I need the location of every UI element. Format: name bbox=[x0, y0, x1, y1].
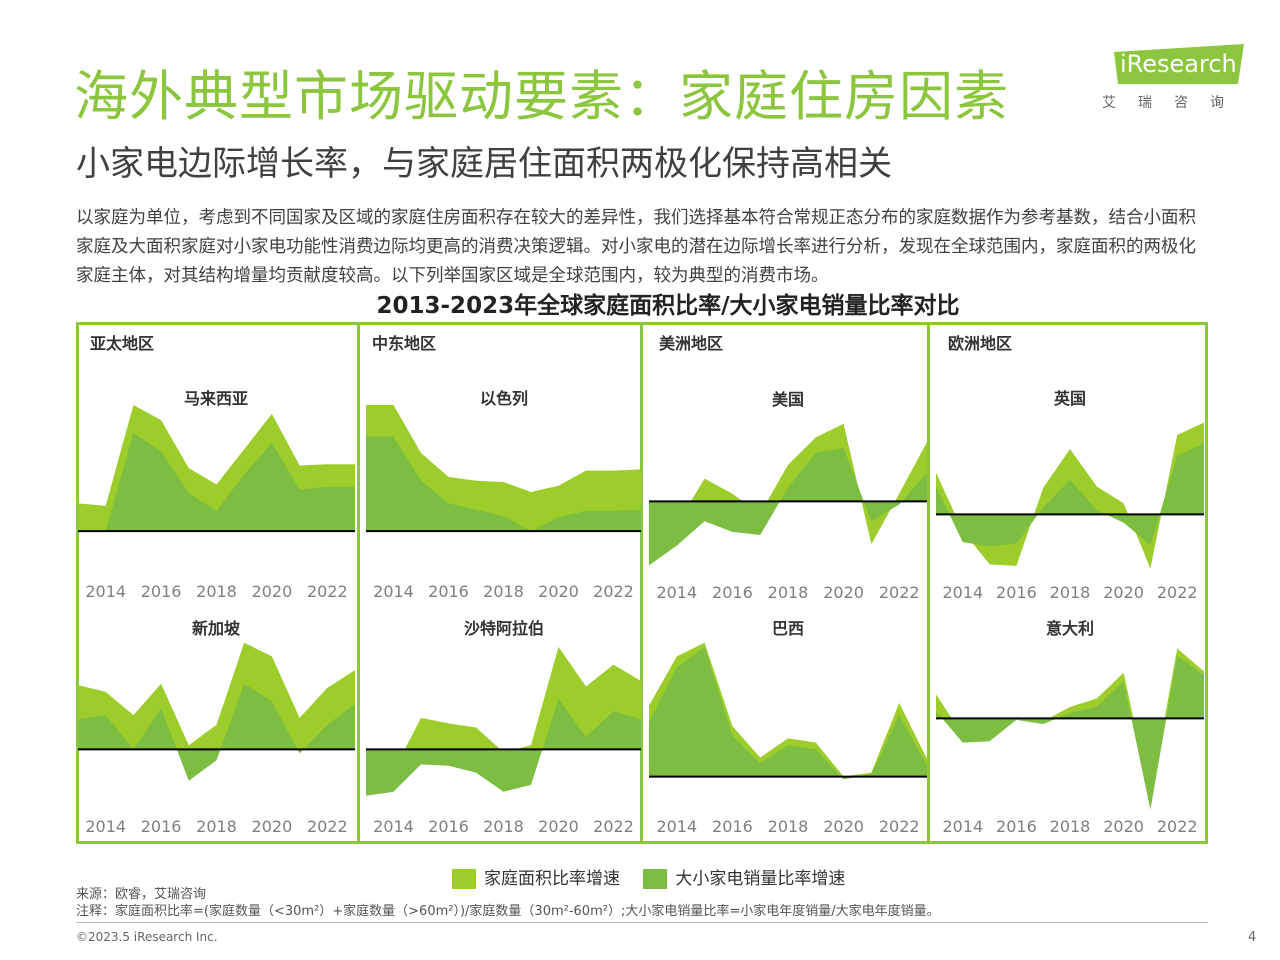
area-series-appliance-sales bbox=[936, 443, 1204, 547]
page-title: 海外典型市场驱动要素：家庭住房因素 bbox=[74, 65, 1009, 128]
area-series-appliance-sales bbox=[366, 698, 641, 796]
x-tick-label-2014: 2014 bbox=[85, 582, 126, 601]
area-series-appliance-sales bbox=[366, 436, 641, 532]
x-tick-label-2014: 2014 bbox=[656, 583, 697, 602]
area-series-appliance-sales bbox=[78, 432, 355, 532]
x-tick-label-2018: 2018 bbox=[1050, 583, 1091, 602]
x-tick-label-2020: 2020 bbox=[252, 582, 293, 601]
x-tick-label-2016: 2016 bbox=[141, 582, 182, 601]
logo-text: iResearch bbox=[1120, 50, 1237, 78]
x-tick-label-2014: 2014 bbox=[373, 582, 414, 601]
legend-item-appliance-sales: 大小家电销量比率增速 bbox=[643, 864, 845, 889]
area-chart-italy: 2014 2016 2018 2020 2022 bbox=[936, 648, 1204, 836]
x-tick-label-2020: 2020 bbox=[252, 817, 293, 836]
x-tick-label-2014: 2014 bbox=[85, 817, 126, 836]
chart-title-singapore: 新加坡 bbox=[191, 619, 240, 638]
x-tick-label-2022: 2022 bbox=[879, 583, 920, 602]
area-chart-israel: 2014 2016 2018 2020 2022 bbox=[366, 405, 641, 601]
x-tick-label-2022: 2022 bbox=[593, 582, 634, 601]
area-series-appliance-sales bbox=[936, 655, 1204, 810]
legend-swatch-appliance-sales bbox=[643, 869, 668, 889]
area-series-appliance-sales bbox=[649, 646, 927, 780]
chart-title-saudi-arabia: 沙特阿拉伯 bbox=[463, 619, 544, 638]
x-tick-label-2016: 2016 bbox=[996, 817, 1037, 836]
intro-paragraph: 以家庭为单位，考虑到不同国家及区域的家庭住房面积存在较大的差异性，我们选择基本符… bbox=[76, 208, 1196, 286]
panel-americas: 美洲地区 bbox=[643, 322, 930, 844]
panel-middle-east: 中东地区 bbox=[360, 322, 643, 844]
x-tick-label-2018: 2018 bbox=[196, 817, 237, 836]
x-tick-label-2020: 2020 bbox=[538, 817, 579, 836]
x-tick-label-2018: 2018 bbox=[483, 582, 524, 601]
area-chart-malaysia: 2014 2016 2018 2020 2022 bbox=[78, 405, 355, 601]
x-tick-label-2018: 2018 bbox=[768, 817, 809, 836]
copyright-text: ©2023.5 iResearch Inc. bbox=[76, 930, 218, 944]
page-number: 4 bbox=[1248, 930, 1257, 945]
area-chart-usa: 2014 2016 2018 2020 2022 bbox=[649, 423, 927, 602]
x-tick-label-2020: 2020 bbox=[1103, 817, 1144, 836]
footer-divider bbox=[76, 922, 1208, 923]
panel-europe: 欧洲地区 bbox=[930, 322, 1208, 844]
chart-legend: 家庭面积比率增速 大小家电销量比率增速 bbox=[452, 864, 863, 889]
region-label-asia-pacific: 亚太地区 bbox=[90, 334, 155, 353]
region-label-europe: 欧洲地区 bbox=[948, 334, 1013, 353]
chart-title-brazil: 巴西 bbox=[771, 619, 804, 638]
x-tick-label-2014: 2014 bbox=[656, 817, 697, 836]
panel-asia-pacific: 亚太地区 bbox=[76, 322, 360, 844]
region-label-americas: 美洲地区 bbox=[659, 334, 724, 353]
legend-label-household-area: 家庭面积比率增速 bbox=[484, 869, 620, 889]
page-subtitle: 小家电边际增长率，与家庭居住面积两极化保持高相关 bbox=[76, 144, 892, 184]
x-tick-label-2016: 2016 bbox=[428, 582, 469, 601]
x-tick-label-2016: 2016 bbox=[712, 583, 753, 602]
x-tick-label-2020: 2020 bbox=[823, 583, 864, 602]
logo-chinese-text: 艾瑞咨询 bbox=[1102, 95, 1246, 111]
region-label-middle-east: 中东地区 bbox=[372, 334, 437, 353]
x-tick-label-2022: 2022 bbox=[307, 817, 348, 836]
note-text: 注释：家庭面积比率=(家庭数量（<30m²）+家庭数量（>60m²）)/家庭数量… bbox=[76, 904, 940, 919]
x-tick-label-2014: 2014 bbox=[942, 817, 983, 836]
x-tick-label-2014: 2014 bbox=[373, 817, 414, 836]
chart-title-italy: 意大利 bbox=[1045, 619, 1094, 638]
x-tick-label-2018: 2018 bbox=[768, 583, 809, 602]
x-tick-label-2014: 2014 bbox=[942, 583, 983, 602]
chart-title-malaysia: 马来西亚 bbox=[183, 389, 248, 408]
x-tick-label-2022: 2022 bbox=[1157, 583, 1198, 602]
area-series-household-area bbox=[649, 423, 927, 545]
x-tick-label-2016: 2016 bbox=[428, 817, 469, 836]
x-tick-label-2020: 2020 bbox=[1103, 583, 1144, 602]
area-chart-saudi-arabia: 2014 2016 2018 2020 2022 bbox=[366, 646, 641, 836]
chart-title-uk: 英国 bbox=[1053, 389, 1086, 408]
area-series-household-area bbox=[78, 642, 355, 750]
logo-banner-shape bbox=[1114, 44, 1244, 84]
legend-label-appliance-sales: 大小家电销量比率增速 bbox=[675, 869, 846, 889]
x-tick-label-2016: 2016 bbox=[996, 583, 1037, 602]
x-tick-label-2022: 2022 bbox=[1157, 817, 1198, 836]
area-chart-singapore: 2014 2016 2018 2020 2022 bbox=[78, 642, 355, 836]
x-tick-label-2016: 2016 bbox=[712, 817, 753, 836]
x-tick-label-2022: 2022 bbox=[879, 817, 920, 836]
x-tick-label-2022: 2022 bbox=[593, 817, 634, 836]
x-tick-label-2018: 2018 bbox=[1050, 817, 1091, 836]
x-tick-label-2018: 2018 bbox=[196, 582, 237, 601]
legend-item-household-area: 家庭面积比率增速 bbox=[452, 864, 620, 889]
chart-title-israel: 以色列 bbox=[479, 389, 528, 408]
x-tick-label-2022: 2022 bbox=[307, 582, 348, 601]
source-text: 来源：欧睿，艾瑞咨询 bbox=[76, 887, 207, 902]
chart-title-usa: 美国 bbox=[771, 390, 804, 409]
x-tick-label-2016: 2016 bbox=[141, 817, 182, 836]
area-chart-brazil: 2014 2016 2018 2020 2022 bbox=[649, 642, 927, 836]
area-series-appliance-sales bbox=[649, 448, 927, 566]
chart-section-title: 2013-2023年全球家庭面积比率/大小家电销量比率对比 bbox=[376, 293, 960, 319]
area-chart-uk: 2014 2016 2018 2020 2022 bbox=[936, 422, 1204, 602]
iresearch-logo: iResearch 艾瑞咨询 bbox=[1098, 44, 1248, 114]
source-notes: 来源：欧睿，艾瑞咨询 注释：家庭面积比率=(家庭数量（<30m²）+家庭数量（>… bbox=[76, 886, 940, 920]
legend-swatch-household-area bbox=[452, 869, 476, 889]
x-tick-label-2018: 2018 bbox=[483, 817, 524, 836]
x-tick-label-2020: 2020 bbox=[538, 582, 579, 601]
x-tick-label-2020: 2020 bbox=[823, 817, 864, 836]
